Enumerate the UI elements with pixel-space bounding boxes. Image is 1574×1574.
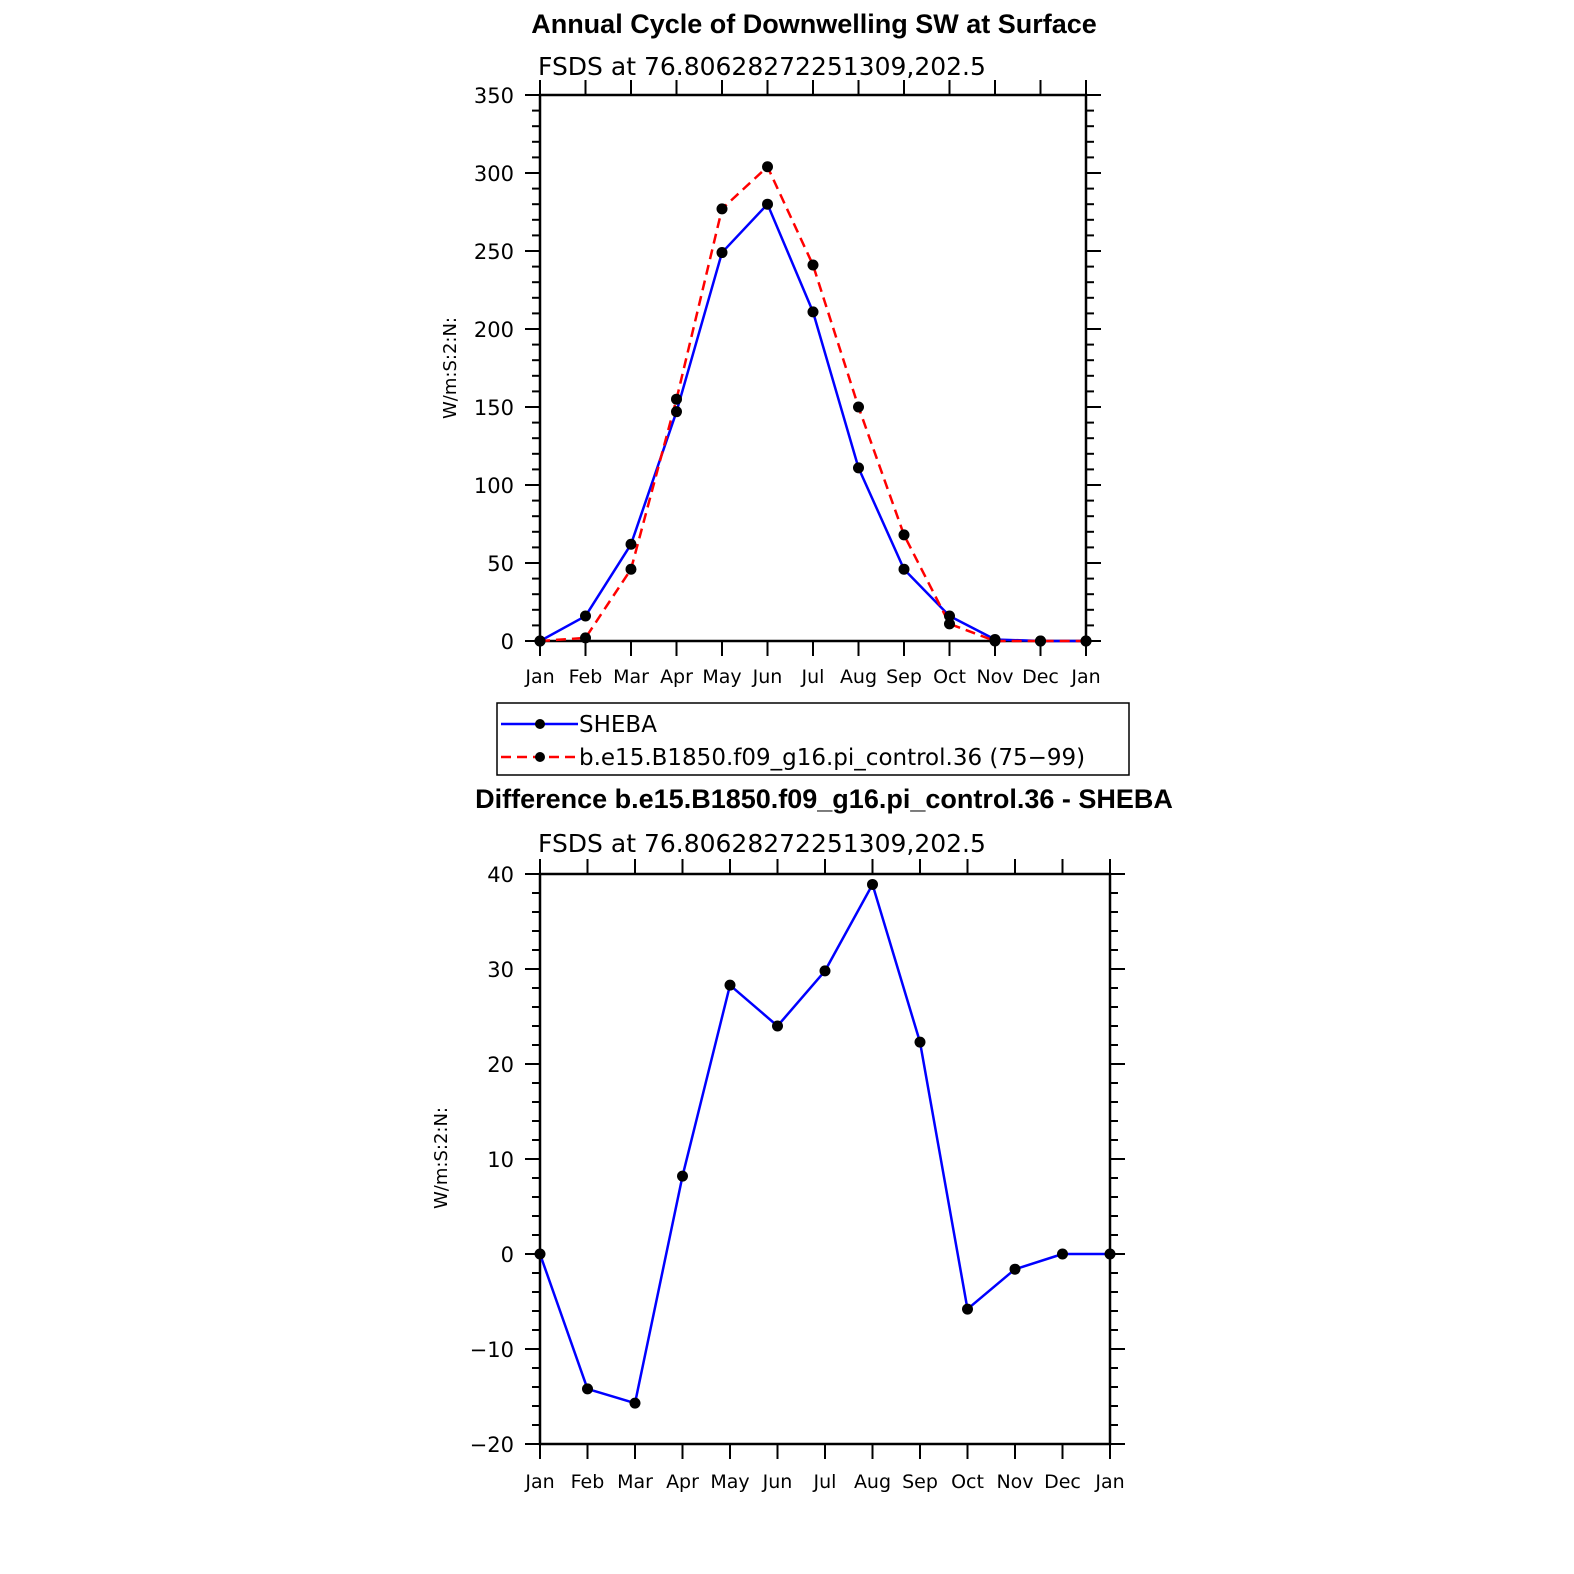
x-tick-label: Nov [996, 1471, 1033, 1493]
y-tick-label: 200 [474, 318, 514, 342]
data-point [1035, 635, 1046, 647]
x-tick-label: Oct [933, 666, 966, 688]
x-tick-label: Jul [813, 1471, 837, 1493]
x-tick-label: Nov [976, 666, 1013, 688]
data-point [1057, 1248, 1068, 1260]
legend-sheba-marker [535, 719, 545, 729]
top-chart-title: Annual Cycle of Downwelling SW at Surfac… [531, 9, 1097, 39]
top-chart-subtitle: FSDS at 76.80628272251309,202.5 [538, 52, 986, 81]
data-point [671, 406, 682, 418]
data-point [671, 393, 682, 405]
y-tick-label: 50 [487, 552, 514, 576]
y-tick-label: 30 [487, 958, 514, 982]
legend: SHEBA b.e15.B1850.f09_g16.pi_control.36 … [496, 702, 1130, 776]
data-point [534, 1248, 546, 1260]
data-point [898, 529, 910, 541]
data-point [1080, 635, 1092, 647]
data-point [944, 618, 955, 630]
x-tick-label: Jan [524, 1471, 554, 1493]
y-tick-label: 250 [474, 240, 514, 264]
x-tick-label: Jul [801, 666, 825, 688]
y-tick-label: 300 [474, 162, 514, 186]
data-point [867, 878, 878, 890]
data-point [534, 635, 546, 647]
bottom-y-axis-label: W/m:S:2:N: [431, 1107, 452, 1209]
data-point [853, 462, 864, 474]
x-tick-label: Aug [854, 1471, 891, 1493]
data-point [807, 306, 819, 318]
y-tick-label: 150 [474, 396, 514, 420]
data-point [580, 632, 591, 644]
data-point [580, 610, 591, 622]
x-tick-label: Mar [617, 1471, 653, 1493]
data-point [1009, 1263, 1021, 1275]
bottom-chart-title: Difference b.e15.B1850.f09_g16.pi_contro… [475, 784, 1173, 814]
data-point [629, 1397, 641, 1409]
data-point [625, 563, 637, 575]
data-point [582, 1383, 593, 1395]
x-tick-label: Jan [1094, 1471, 1124, 1493]
y-tick-label: 40 [487, 863, 514, 887]
legend-model-marker [535, 752, 545, 762]
x-tick-label: May [702, 666, 741, 688]
top-chart-panel: Annual Cycle of Downwelling SW at Surfac… [440, 9, 1130, 776]
bottom-plot-area: −20 −10 0 10 20 30 40 Jan Feb Mar Apr May Jun Jul Aug S… [470, 859, 1125, 1493]
data-point [819, 965, 831, 977]
bottom-chart-panel: Difference b.e15.B1850.f09_g16.pi_contro… [431, 784, 1173, 1493]
y-tick-label: 350 [474, 84, 514, 108]
x-tick-label: Mar [613, 666, 649, 688]
data-point [989, 635, 1001, 647]
data-point [898, 563, 910, 575]
data-point [625, 538, 637, 550]
x-tick-label: Jan [524, 666, 554, 688]
data-point [962, 1303, 973, 1315]
plot-frame [538, 872, 1112, 1446]
x-tick-label: Jun [752, 666, 783, 688]
data-point [853, 401, 864, 413]
x-tick-label: Dec [1022, 666, 1059, 688]
x-tick-label: Apr [660, 666, 693, 688]
y-tick-label: 20 [487, 1053, 514, 1077]
y-tick-label: 100 [474, 474, 514, 498]
x-tick-label: May [710, 1471, 749, 1493]
top-y-axis-label: W/m:S:2:N: [440, 317, 461, 419]
legend-box [496, 702, 1130, 776]
x-tick-label: Feb [569, 666, 603, 688]
data-point [724, 979, 736, 991]
top-plot-area: 0 50 100 150 200 250 300 350 Jan Feb Mar Apr May Jun J… [474, 80, 1101, 688]
data-point [716, 203, 728, 215]
bottom-chart-subtitle: FSDS at 76.80628272251309,202.5 [538, 829, 986, 858]
series-line-difference [538, 883, 1110, 1405]
y-tick-label: 0 [501, 1243, 514, 1267]
x-tick-label: Oct [951, 1471, 984, 1493]
x-tick-label: Sep [902, 1471, 938, 1493]
y-tick-label: 0 [501, 630, 514, 654]
x-tick-label: Sep [886, 666, 922, 688]
y-tick-label: −10 [470, 1338, 514, 1362]
legend-sheba-label: SHEBA [579, 712, 657, 738]
data-point [716, 247, 728, 259]
data-point [1104, 1248, 1116, 1260]
data-point [914, 1036, 926, 1048]
x-tick-label: Dec [1044, 1471, 1081, 1493]
x-tick-label: Apr [666, 1471, 699, 1493]
data-point [772, 1020, 783, 1032]
series-line-b [539, 165, 1086, 643]
legend-model-label: b.e15.B1850.f09_g16.pi_control.36 (75−99… [579, 745, 1085, 771]
x-tick-label: Jun [762, 1471, 793, 1493]
y-tick-label: 10 [487, 1148, 514, 1172]
data-point [762, 161, 773, 173]
x-tick-label: Feb [571, 1471, 605, 1493]
x-tick-label: Jan [1070, 666, 1100, 688]
x-tick-label: Aug [840, 666, 877, 688]
data-point [944, 610, 955, 622]
y-tick-label: −20 [470, 1433, 514, 1457]
data-point [807, 259, 819, 271]
data-point [677, 1170, 688, 1182]
data-point [762, 198, 773, 210]
